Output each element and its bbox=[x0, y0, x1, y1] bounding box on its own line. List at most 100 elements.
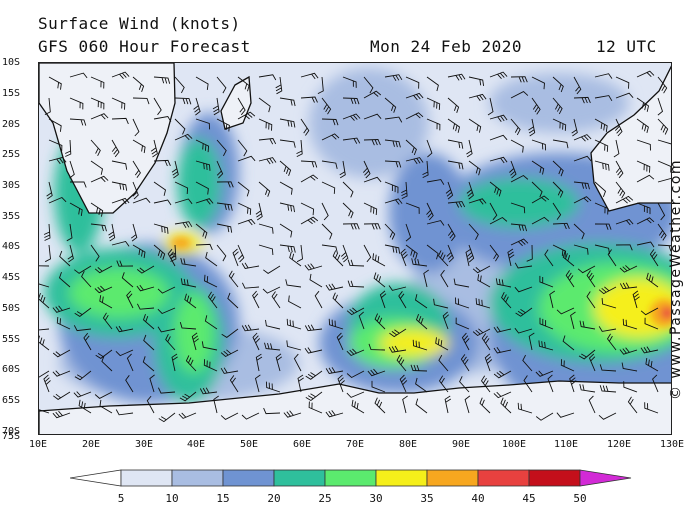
wind-barb bbox=[48, 118, 62, 132]
wind-barb bbox=[99, 399, 113, 414]
wind-barb bbox=[405, 112, 424, 120]
wind-barb bbox=[132, 76, 145, 92]
wind-barb bbox=[289, 251, 302, 267]
wind-barb bbox=[489, 134, 508, 141]
wind-barb bbox=[258, 157, 277, 165]
wind-barb bbox=[459, 376, 470, 393]
wind-barb bbox=[39, 265, 50, 267]
wind-barb bbox=[321, 97, 332, 115]
wind-barb bbox=[514, 262, 533, 269]
wind-barb bbox=[258, 118, 273, 131]
wind-barb bbox=[405, 139, 417, 156]
wind-barb bbox=[69, 72, 88, 79]
wind-barb bbox=[308, 401, 323, 414]
wind-barb bbox=[579, 383, 596, 393]
wind-barb bbox=[363, 176, 382, 183]
wind-barb bbox=[39, 409, 50, 414]
wind-barb bbox=[489, 114, 508, 122]
wind-barb bbox=[515, 307, 533, 317]
wind-barb bbox=[649, 249, 659, 267]
wind-barb bbox=[444, 395, 452, 414]
legend-bin bbox=[171, 469, 224, 487]
wind-barb bbox=[346, 370, 365, 379]
wind-barb bbox=[325, 367, 344, 374]
wind-barb bbox=[552, 244, 567, 258]
wind-barb bbox=[65, 139, 72, 157]
wind-barb bbox=[237, 244, 245, 263]
wind-barb bbox=[586, 291, 596, 309]
legend-bin bbox=[528, 469, 581, 487]
wind-barb bbox=[342, 223, 360, 230]
wind-barb bbox=[562, 335, 575, 351]
wind-barb bbox=[39, 335, 50, 351]
wind-barb bbox=[275, 76, 283, 95]
copyright-credit: © www.PassageWeather.com bbox=[668, 158, 684, 400]
wind-barb bbox=[279, 118, 296, 128]
wind-barb bbox=[171, 353, 178, 372]
wind-barb bbox=[305, 370, 323, 380]
wind-barb bbox=[195, 198, 214, 205]
wind-barb bbox=[657, 160, 671, 173]
wind-barb bbox=[174, 181, 189, 195]
wind-barb bbox=[384, 198, 403, 205]
wind-barb bbox=[489, 181, 502, 197]
wind-barb bbox=[43, 223, 51, 241]
wind-barb bbox=[652, 374, 659, 393]
wind-barb bbox=[510, 202, 526, 214]
wind-barb bbox=[598, 286, 617, 295]
wind-barb bbox=[111, 71, 130, 79]
wind-barb bbox=[379, 290, 387, 309]
wind-barb bbox=[433, 298, 449, 309]
lon-label: 130E bbox=[659, 439, 685, 450]
wind-barb bbox=[67, 244, 74, 263]
wind-barb bbox=[232, 248, 239, 267]
wind-barb bbox=[447, 160, 464, 170]
wind-barb bbox=[90, 175, 109, 183]
wind-barb bbox=[300, 216, 319, 225]
wind-barb bbox=[150, 139, 158, 158]
wind-barb bbox=[426, 118, 441, 131]
wind-barb bbox=[258, 97, 271, 113]
wind-barb bbox=[69, 118, 87, 126]
wind-barb bbox=[531, 216, 550, 225]
wind-barb bbox=[636, 241, 655, 248]
wind-barb bbox=[636, 202, 651, 215]
legend-tick-label: 40 bbox=[471, 492, 485, 505]
wind-barb bbox=[347, 259, 365, 267]
wind-barb bbox=[396, 354, 407, 372]
wind-barb bbox=[363, 223, 381, 230]
forecast-date: Mon 24 Feb 2020 bbox=[370, 37, 522, 56]
wind-barb bbox=[44, 244, 51, 263]
wind-barb bbox=[56, 316, 71, 330]
wind-barb bbox=[426, 97, 441, 110]
wind-barb bbox=[115, 325, 134, 333]
wind-barb bbox=[74, 370, 92, 381]
wind-barb bbox=[81, 270, 92, 288]
wind-barb bbox=[304, 347, 323, 354]
wind-barb bbox=[262, 286, 281, 294]
wind-barb bbox=[510, 139, 524, 153]
wind-barb bbox=[573, 181, 590, 190]
wind-barb bbox=[102, 312, 113, 330]
wind-barb bbox=[52, 370, 71, 377]
legend-tick-label: 15 bbox=[216, 492, 230, 505]
wind-barb bbox=[415, 313, 428, 330]
wind-barb bbox=[153, 159, 171, 167]
wind-barb bbox=[304, 324, 323, 332]
wind-barb bbox=[438, 354, 449, 372]
wind-barb bbox=[528, 332, 535, 351]
wind-barb bbox=[213, 395, 219, 414]
wind-barb bbox=[297, 374, 304, 393]
wind-barb bbox=[254, 374, 261, 393]
wind-barb bbox=[493, 391, 512, 399]
wind-barb bbox=[599, 385, 617, 393]
wind-barb bbox=[405, 223, 412, 242]
wind-barb bbox=[657, 177, 671, 183]
wind-barb bbox=[594, 181, 607, 198]
wind-barb bbox=[237, 111, 256, 120]
color-legend bbox=[70, 469, 632, 487]
wind-barb bbox=[507, 248, 515, 267]
wind-barb bbox=[445, 181, 454, 200]
wind-barb bbox=[535, 370, 554, 377]
lon-label: 60E bbox=[292, 439, 312, 450]
